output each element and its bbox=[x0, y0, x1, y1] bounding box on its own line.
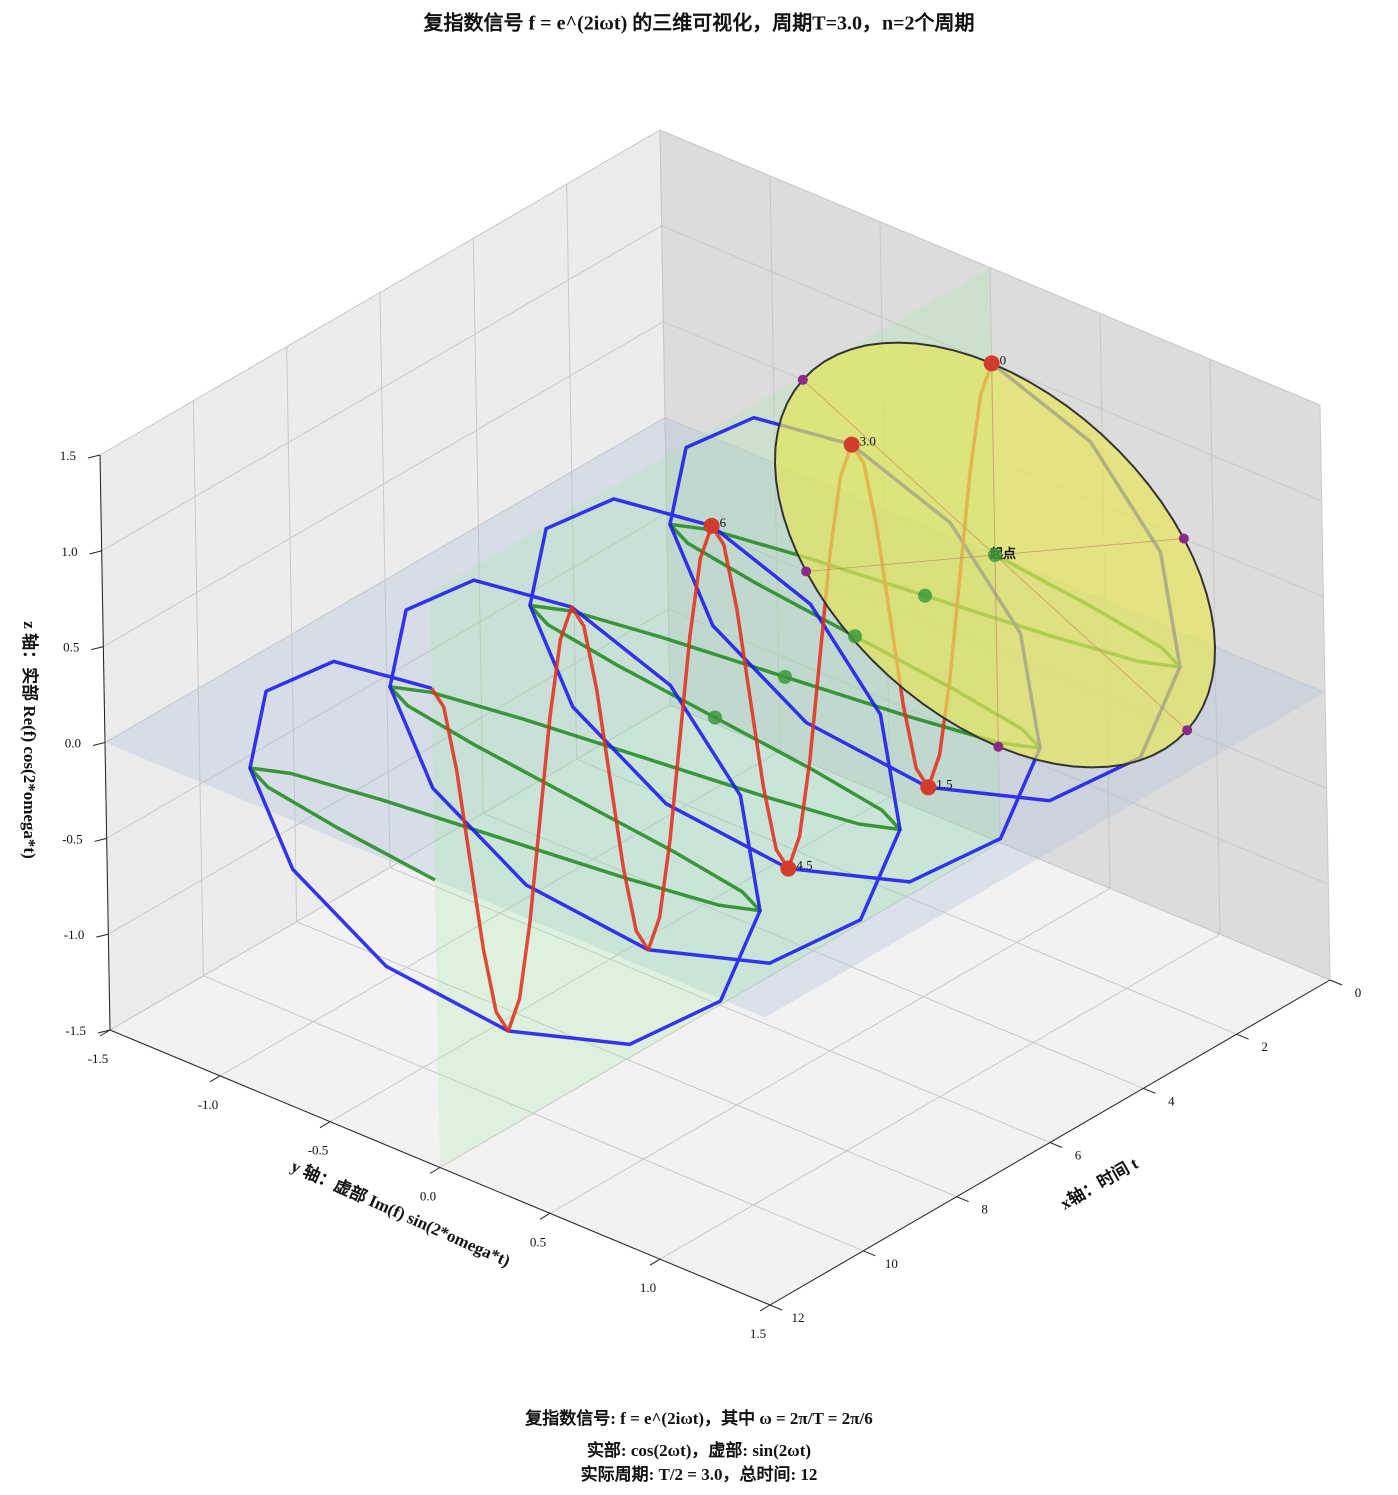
x-tick-label: 0 bbox=[1355, 985, 1362, 1000]
tick-mark bbox=[429, 1167, 441, 1174]
z-tick-label: 0.0 bbox=[65, 735, 81, 750]
tick-mark bbox=[1329, 979, 1343, 986]
y-tick-label: 1.0 bbox=[640, 1280, 656, 1295]
tick-mark bbox=[87, 454, 101, 459]
marker-label: 0 bbox=[1000, 352, 1007, 367]
x-tick-label: 12 bbox=[792, 1310, 805, 1325]
tick-mark bbox=[97, 1029, 111, 1034]
axis-line bbox=[99, 454, 1331, 1306]
spoke bbox=[994, 538, 1184, 556]
marker-label: 1.5 bbox=[936, 776, 952, 791]
y-tick-label: -0.5 bbox=[308, 1143, 329, 1158]
tick-mark bbox=[956, 1196, 969, 1203]
tick-mark bbox=[209, 1075, 221, 1083]
disk-point bbox=[1178, 533, 1189, 544]
subtitle: 实部: cos(2ωt)，虚部: sin(2ωt) bbox=[587, 1440, 811, 1460]
red-marker bbox=[843, 436, 860, 453]
disk-point bbox=[1182, 725, 1193, 736]
grid-line bbox=[104, 417, 666, 743]
y-tick-label: 1.5 bbox=[750, 1326, 766, 1341]
x-tick-label: 10 bbox=[885, 1256, 898, 1271]
x-tick-label: 4 bbox=[1168, 1093, 1175, 1108]
grid-line bbox=[101, 225, 662, 552]
x-axis-label: x轴：时间 t bbox=[1057, 1153, 1142, 1214]
y-tick-label: 0.0 bbox=[420, 1188, 436, 1203]
tick-mark bbox=[863, 1250, 876, 1257]
red-marker bbox=[780, 860, 797, 877]
red-marker bbox=[703, 517, 720, 534]
tick-mark bbox=[89, 550, 102, 555]
x-tick-label: 8 bbox=[981, 1202, 988, 1217]
tick-mark bbox=[96, 933, 109, 938]
tick-mark bbox=[319, 1121, 331, 1129]
tick-mark bbox=[759, 1304, 771, 1312]
chart-title: 复指数信号 f = e^(2iωt) 的三维可视化，周期T=3.0，n=2个周期 bbox=[423, 11, 975, 35]
grid-line bbox=[659, 129, 1321, 406]
z-tick-label: -1.0 bbox=[64, 927, 85, 942]
green-marker bbox=[918, 588, 932, 603]
grid-line bbox=[219, 750, 781, 1077]
grid-line bbox=[103, 321, 664, 648]
tick-mark bbox=[94, 837, 107, 842]
grid-line bbox=[99, 129, 661, 456]
green-marker bbox=[988, 548, 1002, 562]
red-marker bbox=[920, 779, 937, 796]
disk-point bbox=[801, 566, 812, 577]
grid-line bbox=[108, 608, 669, 935]
grid-line bbox=[329, 796, 891, 1123]
y-tick-label: -1.5 bbox=[88, 1051, 109, 1066]
spoke bbox=[806, 554, 996, 572]
green-marker bbox=[848, 629, 862, 644]
z-axis-label: z 轴：实部 Re(f) cos(2*omega*t) bbox=[20, 621, 40, 858]
disk-point bbox=[797, 374, 808, 385]
grid-line bbox=[549, 887, 1111, 1214]
z-tick-label: -1.5 bbox=[65, 1023, 86, 1038]
tick-mark bbox=[1049, 1142, 1063, 1148]
subtitle: 复指数信号: f = e^(2iωt)，其中 ω = 2π/T = 2π/6 bbox=[524, 1408, 872, 1428]
z-tick-label: 1.0 bbox=[61, 544, 77, 559]
plot-area: 0 2 4 6 8 10 12 -1.5 -1.0 -0.5 0.0 0.5 1.0 1.5 -1.5 -1.… bbox=[60, 129, 1362, 1341]
green-marker bbox=[778, 669, 792, 684]
y-tick-label: -1.0 bbox=[198, 1097, 219, 1112]
tick-mark bbox=[91, 646, 104, 651]
grid-line bbox=[109, 704, 671, 1031]
x-tick-label: 6 bbox=[1075, 1147, 1082, 1162]
grid-line bbox=[439, 842, 1001, 1168]
z-tick-label: -0.5 bbox=[62, 831, 83, 846]
tick-mark bbox=[539, 1212, 551, 1220]
z-tick-label: 1.5 bbox=[60, 448, 76, 463]
x-tick-label: 2 bbox=[1261, 1039, 1268, 1054]
grid-line bbox=[659, 933, 1221, 1260]
tick-mark bbox=[649, 1258, 661, 1266]
z-tick-label: 0.5 bbox=[63, 640, 79, 655]
y-tick-label: 0.5 bbox=[530, 1234, 546, 1249]
spoke bbox=[994, 554, 1188, 731]
tick-mark bbox=[92, 742, 106, 746]
spoke bbox=[991, 363, 996, 556]
tick-mark bbox=[1236, 1033, 1249, 1040]
tick-mark bbox=[769, 1304, 783, 1311]
green-marker bbox=[708, 710, 722, 725]
marker-label: 4.5 bbox=[796, 858, 812, 873]
spoke bbox=[802, 379, 996, 556]
tick-mark bbox=[1143, 1087, 1156, 1094]
red-marker bbox=[983, 355, 1000, 372]
marker-label: 6 bbox=[720, 515, 727, 530]
disk-point bbox=[993, 741, 1004, 752]
marker-label: 3.0 bbox=[860, 434, 876, 449]
subtitle: 实际周期: T/2 = 3.0，总时间: 12 bbox=[581, 1464, 818, 1484]
spoke bbox=[994, 554, 999, 747]
tick-mark bbox=[99, 1029, 111, 1037]
